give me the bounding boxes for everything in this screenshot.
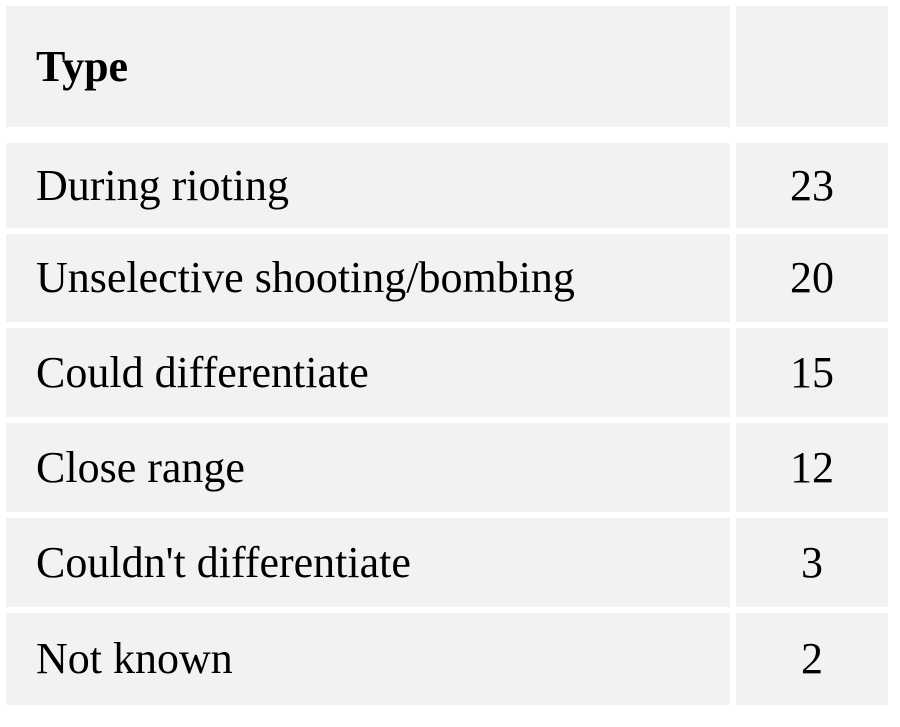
row-type-cell: Close range <box>6 423 730 512</box>
row-type-cell: During rioting <box>6 143 730 228</box>
header-type-cell: Type <box>6 6 730 127</box>
header-count-cell <box>736 6 888 127</box>
row-type-cell: Not known <box>6 613 730 705</box>
row-count-cell: 12 <box>736 423 888 512</box>
row-count-cell: 20 <box>736 234 888 322</box>
row-count-cell: 3 <box>736 518 888 607</box>
row-type-cell: Unselective shooting/bombing <box>6 234 730 322</box>
row-count-cell: 23 <box>736 143 888 228</box>
row-type-cell: Couldn't differentiate <box>6 518 730 607</box>
row-count-cell: 2 <box>736 613 888 705</box>
row-type-cell: Could differentiate <box>6 328 730 417</box>
row-count-cell: 15 <box>736 328 888 417</box>
